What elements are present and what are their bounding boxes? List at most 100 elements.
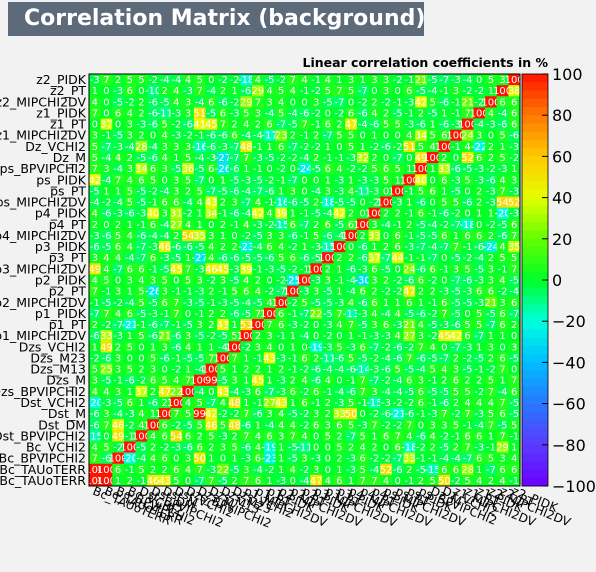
heatmap-cell [89, 118, 101, 130]
heatmap-cell [147, 352, 160, 364]
heatmap-cell [485, 441, 497, 453]
heatmap-cell [287, 396, 299, 409]
heatmap-cell [461, 185, 474, 197]
cell-value-label: 2 [313, 153, 319, 164]
heatmap-cell [345, 140, 358, 153]
heatmap-cell [321, 263, 334, 275]
heatmap-cell [298, 341, 311, 353]
cell-value-label: 45 [205, 120, 218, 131]
heatmap-cell [182, 307, 195, 320]
heatmap-cell [193, 96, 206, 108]
cell-value-label: 3 [371, 75, 377, 86]
cell-value-label: 2 [255, 365, 261, 376]
heatmap-cell [240, 374, 253, 387]
cell-value-label: 6 [441, 231, 447, 242]
cell-value-label: -1 [416, 253, 426, 264]
heatmap-cell [356, 163, 369, 175]
heatmap-cell [426, 430, 439, 442]
cell-value-label: -2 [334, 108, 344, 119]
heatmap-cell [450, 229, 463, 242]
cell-value-label: -3 [288, 320, 298, 331]
heatmap-cell [450, 107, 463, 119]
cell-value-label: 100 [388, 186, 407, 197]
heatmap-cell [89, 385, 101, 398]
heatmap-cell [275, 419, 288, 431]
heatmap-cell [298, 118, 311, 130]
cell-value-label: -1 [509, 431, 519, 442]
cell-value-label: 5 [278, 253, 284, 264]
heatmap-cell [485, 330, 497, 342]
heatmap-cell [89, 463, 101, 476]
heatmap-cell [228, 363, 241, 375]
heatmap-cell [182, 463, 195, 476]
heatmap-cell [182, 174, 195, 186]
heatmap-cell [426, 118, 439, 130]
cell-value-label: 2 [278, 365, 284, 376]
heatmap-cell [182, 374, 195, 387]
heatmap-cell [345, 196, 358, 208]
heatmap-cell [193, 252, 206, 264]
heatmap-cell [438, 385, 451, 398]
cell-value-label: -5 [218, 331, 228, 342]
heatmap-cell [287, 263, 299, 275]
cell-value-label: 2 [115, 75, 121, 86]
cell-value-label: -20 [87, 398, 103, 409]
cell-value-label: 0 [383, 131, 389, 142]
cell-value-label: -6 [300, 253, 310, 264]
cell-value-label: -1 [451, 431, 461, 442]
heatmap-cell [438, 174, 451, 186]
cell-value-label: 4 [441, 365, 447, 376]
heatmap-cell [182, 296, 195, 309]
cell-value-label: -2 [183, 209, 193, 220]
cell-value-label: 2 [336, 120, 342, 131]
heatmap-cell [240, 107, 253, 119]
heatmap-cell [193, 107, 206, 119]
cell-value-label: 42 [205, 409, 218, 420]
cell-value-label: -2 [125, 97, 135, 108]
cell-value-label: -6 [381, 365, 391, 376]
colorbar-segment [522, 312, 548, 322]
cell-value-label: 6 [138, 175, 144, 186]
cell-value-label: 2 [255, 120, 261, 131]
heatmap-cell [170, 441, 183, 453]
chart-subtitle: Linear correlation coefficients in % [302, 55, 548, 70]
heatmap-cell [193, 463, 206, 476]
cell-value-label: 6 [127, 264, 133, 275]
heatmap-cell [217, 174, 230, 186]
cell-value-label: -6 [451, 320, 461, 331]
cell-value-label: 6 [325, 120, 331, 131]
heatmap-cell [415, 385, 428, 398]
heatmap-cell [182, 241, 195, 253]
heatmap-cell [391, 419, 404, 431]
cell-value-label: -1 [288, 365, 298, 376]
heatmap-cell [403, 374, 416, 387]
cell-value-label: 45 [170, 264, 183, 275]
heatmap-cell [496, 107, 509, 119]
heatmap-cell [333, 85, 346, 97]
colorbar-segment [522, 222, 548, 231]
cell-value-label: -4 [393, 376, 403, 387]
cell-value-label: -2 [486, 220, 496, 231]
cell-value-label: -4 [136, 454, 146, 465]
cell-value-label: 4 [511, 454, 517, 465]
cell-value-label: 5 [488, 454, 494, 465]
heatmap-cell [321, 408, 334, 420]
cell-value-label: -6 [218, 253, 228, 264]
heatmap-cell [217, 107, 230, 119]
cell-value-label: 0 [138, 353, 144, 364]
cell-value-label: 1 [336, 465, 342, 476]
heatmap-cell [450, 196, 463, 208]
heatmap-cell [380, 118, 393, 130]
heatmap-cell [135, 296, 148, 309]
cell-value-label: 5 [185, 153, 191, 164]
heatmap-cell [368, 107, 381, 119]
cell-value-label: -5 [265, 75, 275, 86]
cell-value-label: 2 [196, 431, 202, 442]
cell-value-label: -3 [311, 454, 321, 465]
heatmap-cell [345, 408, 358, 420]
heatmap-cell [112, 296, 125, 309]
cell-value-label: 7 [103, 420, 109, 431]
heatmap-cell [287, 374, 299, 387]
cell-value-label: 0 [313, 331, 319, 342]
cell-value-label: 3 [185, 97, 191, 108]
